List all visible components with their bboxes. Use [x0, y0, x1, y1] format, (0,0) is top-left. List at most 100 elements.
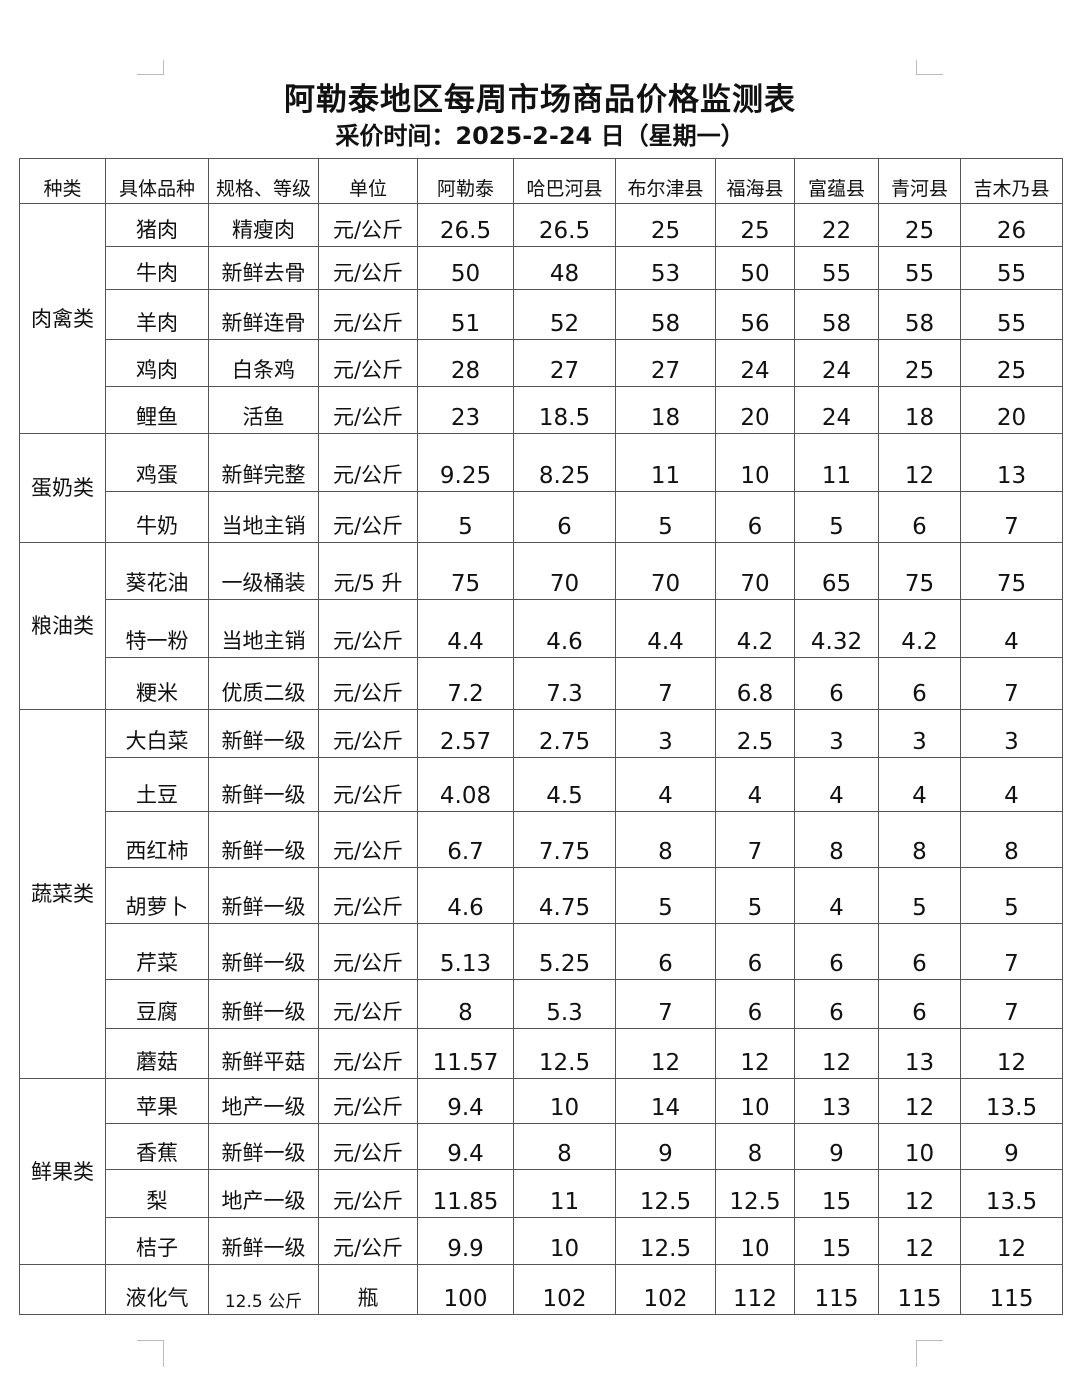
price-cell: 13 [794, 1078, 879, 1124]
price-cell: 4 [960, 757, 1063, 812]
price-cell: 13 [960, 433, 1063, 492]
price-cell: 3 [794, 709, 879, 758]
price-cell: 4.2 [878, 599, 961, 658]
price-cell: 6.8 [715, 657, 795, 710]
price-cell: 115 [794, 1264, 879, 1315]
spec-cell: 新鲜一级 [208, 709, 319, 758]
price-cell: 12 [878, 1217, 961, 1265]
spec-cell: 一级桶装 [208, 542, 319, 600]
item-name-cell: 大白菜 [105, 709, 209, 758]
price-cell: 9.4 [417, 1078, 514, 1124]
item-name-cell: 鸡肉 [105, 339, 209, 387]
price-cell: 58 [878, 289, 961, 340]
price-cell: 8 [615, 811, 716, 868]
price-cell: 5.3 [513, 979, 616, 1029]
price-cell: 7 [960, 979, 1063, 1029]
table-row: 桔子 新鲜一级 元/公斤 9.9 10 12.5 10 15 12 12 [20, 1217, 1063, 1265]
unit-cell: 元/公斤 [318, 1078, 418, 1124]
price-cell: 13.5 [960, 1169, 1063, 1218]
spec-cell: 当地主销 [208, 491, 319, 543]
price-cell: 7 [615, 979, 716, 1029]
price-cell: 6 [878, 979, 961, 1029]
price-cell: 4.5 [513, 757, 616, 812]
unit-cell: 元/公斤 [318, 339, 418, 387]
item-name-cell: 西红柿 [105, 811, 209, 868]
spec-cell: 精瘦肉 [208, 203, 319, 247]
price-cell: 15 [794, 1217, 879, 1265]
price-cell: 10 [715, 1078, 795, 1124]
price-cell: 75 [960, 542, 1063, 600]
column-header: 富蕴县 [794, 158, 879, 204]
price-cell: 12.5 [615, 1217, 716, 1265]
price-cell: 4 [715, 757, 795, 812]
table-row: 肉禽类 猪肉 精瘦肉 元/公斤 26.5 26.5 25 25 22 25 26 [19, 203, 1063, 434]
spec-cell: 新鲜一级 [208, 1123, 319, 1170]
spec-cell: 新鲜一级 [208, 1217, 319, 1265]
price-cell: 4.4 [417, 599, 514, 658]
price-cell: 70 [715, 542, 795, 600]
price-cell: 55 [794, 246, 879, 290]
price-cell: 112 [715, 1264, 795, 1315]
price-cell: 15 [794, 1169, 879, 1218]
price-cell: 9.9 [417, 1217, 514, 1265]
price-cell: 11.85 [417, 1169, 514, 1218]
item-name-cell: 羊肉 [105, 289, 209, 340]
unit-cell: 元/公斤 [318, 433, 418, 492]
item-name-cell: 豆腐 [105, 979, 209, 1029]
item-name-cell: 特一粉 [105, 599, 209, 658]
price-cell: 25 [960, 339, 1063, 387]
price-cell: 18 [878, 386, 961, 434]
price-cell: 4 [878, 757, 961, 812]
price-cell: 4.08 [417, 757, 514, 812]
table-row: 鸡肉 白条鸡 元/公斤 28 27 27 24 24 25 25 [20, 339, 1063, 387]
price-cell: 5 [960, 867, 1063, 924]
item-name-cell: 液化气 [105, 1264, 209, 1315]
price-cell: 6 [794, 979, 879, 1029]
price-cell: 3 [878, 709, 961, 758]
price-cell: 6 [513, 491, 616, 543]
spec-cell: 活鱼 [208, 386, 319, 434]
price-cell: 26.5 [513, 203, 616, 247]
item-name-cell: 芹菜 [105, 923, 209, 980]
price-cell: 12.5 [615, 1169, 716, 1218]
price-cell: 13.5 [960, 1078, 1063, 1124]
price-cell: 102 [615, 1264, 716, 1315]
price-cell: 6 [715, 491, 795, 543]
column-header: 具体品种 [105, 158, 209, 204]
price-cell: 75 [417, 542, 514, 600]
price-cell: 7.2 [417, 657, 514, 710]
price-cell: 2.57 [417, 709, 514, 758]
table-row: 胡萝卜 新鲜一级 元/公斤 4.6 4.75 5 5 4 5 5 [20, 867, 1063, 924]
price-cell: 5 [615, 867, 716, 924]
price-table: 种类 具体品种 规格、等级 单位 阿勒泰 哈巴河县 布尔津县 福海县 富蕴县 青河县 吉木乃县 肉禽… [19, 158, 1063, 1315]
table-row: 牛奶 当地主销 元/公斤 5 6 5 6 5 6 7 [20, 491, 1063, 543]
table-row: 粳米 优质二级 元/公斤 7.2 7.3 7 6.8 6 6 7 [20, 657, 1063, 710]
price-cell: 24 [715, 339, 795, 387]
price-cell: 115 [960, 1264, 1063, 1315]
price-cell: 9 [960, 1123, 1063, 1170]
category-cell: 肉禽类 [19, 203, 106, 434]
spec-cell: 新鲜平菇 [208, 1028, 319, 1079]
price-cell: 55 [960, 246, 1063, 290]
price-cell: 22 [794, 203, 879, 247]
price-cell: 7 [960, 491, 1063, 543]
price-cell: 25 [615, 203, 716, 247]
table-row: 西红柿 新鲜一级 元/公斤 6.7 7.75 8 7 8 8 8 [20, 811, 1063, 868]
price-cell: 28 [417, 339, 514, 387]
price-cell: 25 [878, 203, 961, 247]
price-cell: 7 [615, 657, 716, 710]
spec-cell: 新鲜一级 [208, 923, 319, 980]
table-row: 液化气 12.5 公斤瓶 100 102 102 112 115 115 115 [19, 1264, 1063, 1315]
table-row: 蔬菜类 大白菜 新鲜一级 元/公斤 2.57 2.75 3 2.5 3 3 3 [19, 709, 1063, 1079]
table-row: 芹菜 新鲜一级 元/公斤 5.13 5.25 6 6 6 6 7 [20, 923, 1063, 980]
item-name-cell: 葵花油 [105, 542, 209, 600]
price-cell: 10 [513, 1217, 616, 1265]
item-name-cell: 梨 [105, 1169, 209, 1218]
unit-cell: 元/公斤 [318, 386, 418, 434]
page-corner-mark [916, 1340, 943, 1367]
price-cell: 9 [615, 1123, 716, 1170]
spec-cell: 优质二级 [208, 657, 319, 710]
price-cell: 115 [878, 1264, 961, 1315]
spec-cell: 新鲜去骨 [208, 246, 319, 290]
table-row: 鲜果类 苹果 地产一级 元/公斤 9.4 10 14 10 13 12 13.5 [19, 1078, 1063, 1265]
